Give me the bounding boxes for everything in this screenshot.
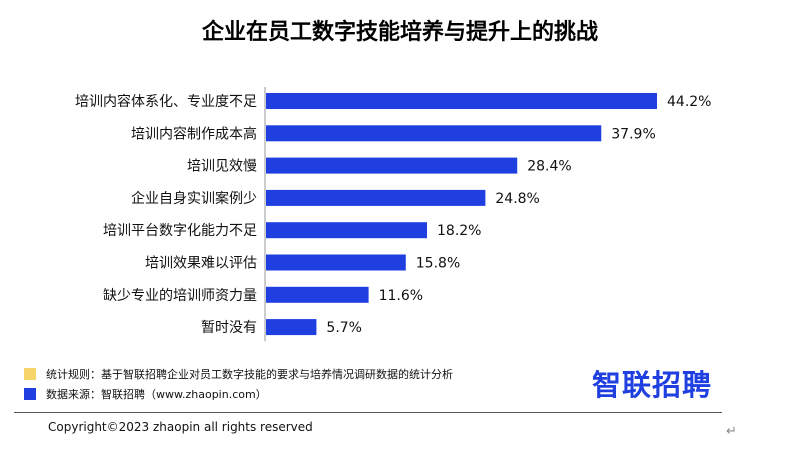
value-label: 18.2%: [437, 223, 481, 239]
bar: [266, 125, 602, 142]
legend-row-source: 数据来源：智联招聘（www.zhaopin.com）: [24, 386, 267, 402]
bar: [266, 189, 486, 206]
bar: [266, 157, 518, 174]
category-labels: 培训内容体系化、专业度不足培训内容制作成本高培训见效慢企业自身实训案例少培训平台…: [75, 93, 257, 336]
legend-text-source: 数据来源：智联招聘（www.zhaopin.com）: [46, 388, 267, 401]
category-label: 暂时没有: [201, 320, 257, 336]
legend-row-rule: 统计规则：基于智联招聘企业对员工数字技能的要求与培养情况调研数据的统计分析: [24, 366, 453, 382]
value-label: 15.8%: [416, 256, 460, 272]
bar-chart: 培训内容体系化、专业度不足培训内容制作成本高培训见效慢企业自身实训案例少培训平台…: [75, 87, 711, 342]
value-label: 5.7%: [326, 320, 362, 336]
category-label: 缺少专业的培训师资力量: [103, 288, 257, 304]
bar: [266, 286, 369, 303]
bar: [266, 222, 427, 239]
footer-divider: [14, 412, 722, 413]
category-label: 培训内容制作成本高: [131, 125, 257, 142]
value-label: 28.4%: [527, 159, 571, 175]
value-label: 37.9%: [611, 126, 655, 142]
category-label: 培训效果难以评估: [145, 256, 257, 272]
return-arrow-icon: ↵: [726, 424, 737, 439]
bar: [266, 93, 657, 109]
value-label: 24.8%: [495, 191, 539, 207]
zhaopin-logo: 智联招聘: [592, 368, 713, 402]
value-labels: 44.2% 37.9% 28.4% 24.8% 18.2% 15.8% 11.6% 5.7%: [326, 94, 711, 336]
chart-title: 企业在员工数字技能培养与提升上的挑战: [201, 20, 598, 45]
value-label: 44.2%: [667, 94, 711, 110]
value-label: 11.6%: [379, 288, 423, 304]
category-label: 培训见效慢: [187, 158, 257, 175]
bars: [266, 93, 657, 336]
legend-text-rule: 统计规则：基于智联招聘企业对员工数字技能的要求与培养情况调研数据的统计分析: [46, 368, 453, 381]
category-label: 培训内容体系化、专业度不足: [75, 93, 257, 110]
legend-swatch-yellow: [24, 368, 36, 380]
bar: [266, 319, 317, 336]
category-label: 培训平台数字化能力不足: [103, 223, 257, 239]
copyright-text: Copyright©2023 zhaopin all rights reserv…: [48, 420, 313, 434]
category-label: 企业自身实训案例少: [131, 190, 257, 207]
legend-swatch-blue: [24, 388, 36, 400]
bar: [266, 254, 406, 271]
